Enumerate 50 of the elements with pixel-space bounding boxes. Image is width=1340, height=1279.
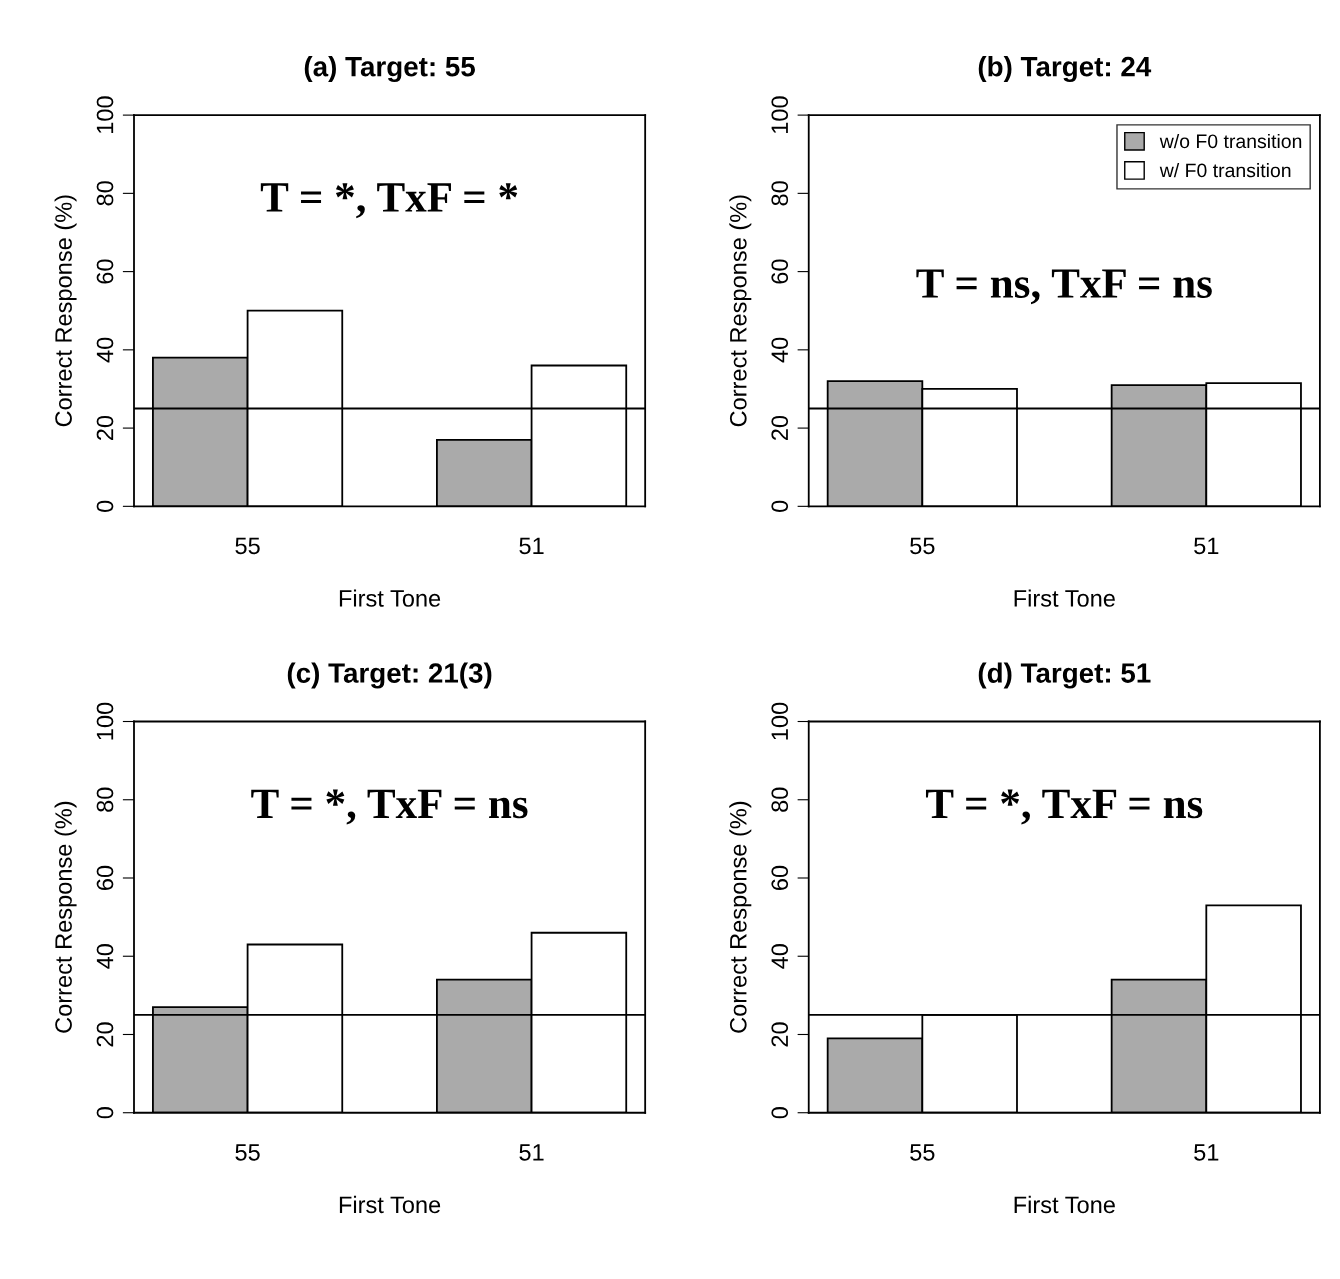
y-tick-label: 20 <box>96 1022 114 1047</box>
y-tick-label: 0 <box>771 500 789 512</box>
chart-title: (d) Target: 51 <box>978 662 1151 689</box>
y-tick-label: 80 <box>771 181 789 206</box>
chart-title: (c) Target: 21(3) <box>287 662 492 689</box>
y-tick-label: 40 <box>96 944 114 969</box>
y-tick-label: 60 <box>96 259 114 284</box>
y-axis-title: Correct Response (%) <box>729 195 752 427</box>
y-axis-title: Correct Response (%) <box>54 195 77 427</box>
y-tick-label: 20 <box>771 415 789 441</box>
x-axis-title: First Tone <box>1014 1195 1115 1214</box>
y-tick-label: 100 <box>96 702 114 740</box>
x-tick-label: 51 <box>1194 537 1219 555</box>
x-tick-label: 51 <box>1194 1144 1219 1161</box>
chart-title: (b) Target: 24 <box>978 56 1152 83</box>
y-tick-label: 100 <box>96 96 114 133</box>
y-tick-label: 100 <box>771 702 789 740</box>
y-tick-label: 60 <box>771 259 789 284</box>
x-axis-title: First Tone <box>1014 589 1115 607</box>
x-tick-label: 55 <box>235 1144 260 1161</box>
x-tick-label: 55 <box>910 1144 935 1161</box>
y-tick-label: 20 <box>771 1022 789 1047</box>
y-tick-label: 60 <box>96 865 114 890</box>
chart-title: (a) Target: 55 <box>304 56 475 83</box>
y-tick-label: 80 <box>771 787 789 812</box>
y-tick-label: 40 <box>771 944 789 969</box>
x-axis-title: First Tone <box>339 589 441 607</box>
x-axis-title: First Tone <box>339 1195 441 1214</box>
x-tick-label: 51 <box>519 537 544 555</box>
y-tick-label: 0 <box>96 1107 114 1119</box>
y-axis-title: Correct Response (%) <box>729 801 752 1033</box>
y-axis-title: Correct Response (%) <box>54 801 77 1033</box>
y-tick-label: 60 <box>771 865 789 890</box>
annotation: T = ns, TxF = ns <box>916 269 1212 305</box>
annotation: T = *, TxF = * <box>260 183 518 219</box>
legend-label: w/o F0 transition <box>1159 133 1302 149</box>
legend-label: w/ F0 transition <box>1159 163 1291 178</box>
y-tick-label: 0 <box>96 500 114 512</box>
y-tick-label: 40 <box>771 337 789 363</box>
annotation: T = *, TxF = ns <box>925 789 1203 825</box>
x-tick-label: 55 <box>910 537 935 555</box>
annotation: T = *, TxF = ns <box>251 789 528 825</box>
y-tick-label: 100 <box>771 96 789 133</box>
y-tick-label: 0 <box>771 1107 789 1119</box>
y-tick-label: 40 <box>96 337 114 363</box>
y-tick-label: 80 <box>96 181 114 206</box>
x-tick-label: 51 <box>519 1144 544 1161</box>
x-tick-label: 55 <box>235 537 260 555</box>
y-tick-label: 80 <box>96 787 114 812</box>
y-tick-label: 20 <box>96 415 114 441</box>
